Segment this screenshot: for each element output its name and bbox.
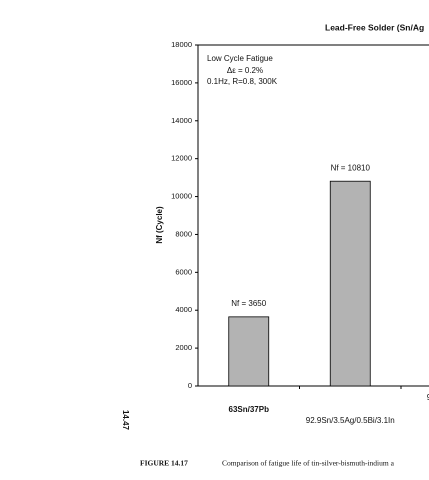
y-axis-label: Nf (Cycle): [155, 206, 164, 244]
annotation: Δε = 0.2%: [227, 66, 263, 75]
y-tick-label: 12000: [171, 154, 192, 163]
y-tick-label: 18000: [171, 40, 192, 49]
y-tick-label: 10000: [171, 192, 192, 201]
y-tick-label: 14000: [171, 116, 192, 125]
annotation: 0.1Hz, R=0.8, 300K: [207, 77, 278, 86]
y-tick-label: 8000: [175, 229, 192, 238]
plot-frame: [197, 44, 429, 387]
bar: [329, 180, 371, 387]
caption-text: Comparison of fatigue life of tin-silver…: [222, 459, 395, 468]
data-label: Nf = 10810: [331, 163, 371, 172]
chart-title: Lead-Free Solder (Sn/Ag: [325, 22, 424, 32]
y-tick-label: 2000: [175, 343, 192, 352]
page-number: 14.47: [121, 410, 130, 431]
x-tick-label: 90Sn/3.3: [427, 393, 429, 402]
x-tick-label: 63Sn/37Pb: [229, 405, 270, 414]
y-tick-label: 4000: [175, 305, 192, 314]
bar: [228, 316, 270, 387]
caption-label: FIGURE 14.17: [140, 459, 188, 468]
data-label: Nf = 3650: [231, 299, 266, 308]
y-tick-label: 0: [188, 381, 192, 390]
x-tick-label: 92.9Sn/3.5Ag/0.5Bi/3.1In: [306, 416, 395, 425]
annotation: Low Cycle Fatigue: [207, 54, 273, 63]
y-tick-label: 6000: [175, 267, 192, 276]
y-tick-label: 16000: [171, 78, 192, 87]
